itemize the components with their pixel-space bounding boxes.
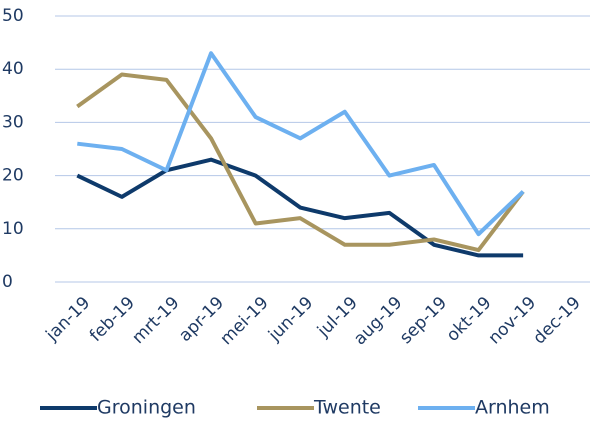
line xyxy=(76,157,524,258)
y-tick-label: 50 xyxy=(2,6,24,26)
x-tick-label: dec-19 xyxy=(529,293,584,348)
x-tick-label: aug-19 xyxy=(350,293,406,349)
legend-label: Twente xyxy=(313,397,381,419)
y-tick-label: 20 xyxy=(2,166,24,186)
x-tick-label: mrt-19 xyxy=(128,293,183,348)
x-tick-label: jun-19 xyxy=(264,293,317,346)
y-tick-label: 30 xyxy=(2,112,24,132)
x-tick-label: feb-19 xyxy=(86,293,139,346)
x-tick-label: nov-19 xyxy=(485,293,541,349)
y-tick-label: 10 xyxy=(2,219,24,239)
x-tick-label: sep-19 xyxy=(396,293,451,348)
y-tick-label: 0 xyxy=(2,272,13,292)
y-tick-label: 40 xyxy=(2,59,24,79)
line xyxy=(77,51,525,237)
legend-label: Groningen xyxy=(97,397,196,419)
x-tick-label: mei-19 xyxy=(216,293,272,349)
legend-label: Arnhem xyxy=(475,397,550,419)
line xyxy=(76,72,525,253)
x-tick-label: jan-19 xyxy=(42,293,95,346)
